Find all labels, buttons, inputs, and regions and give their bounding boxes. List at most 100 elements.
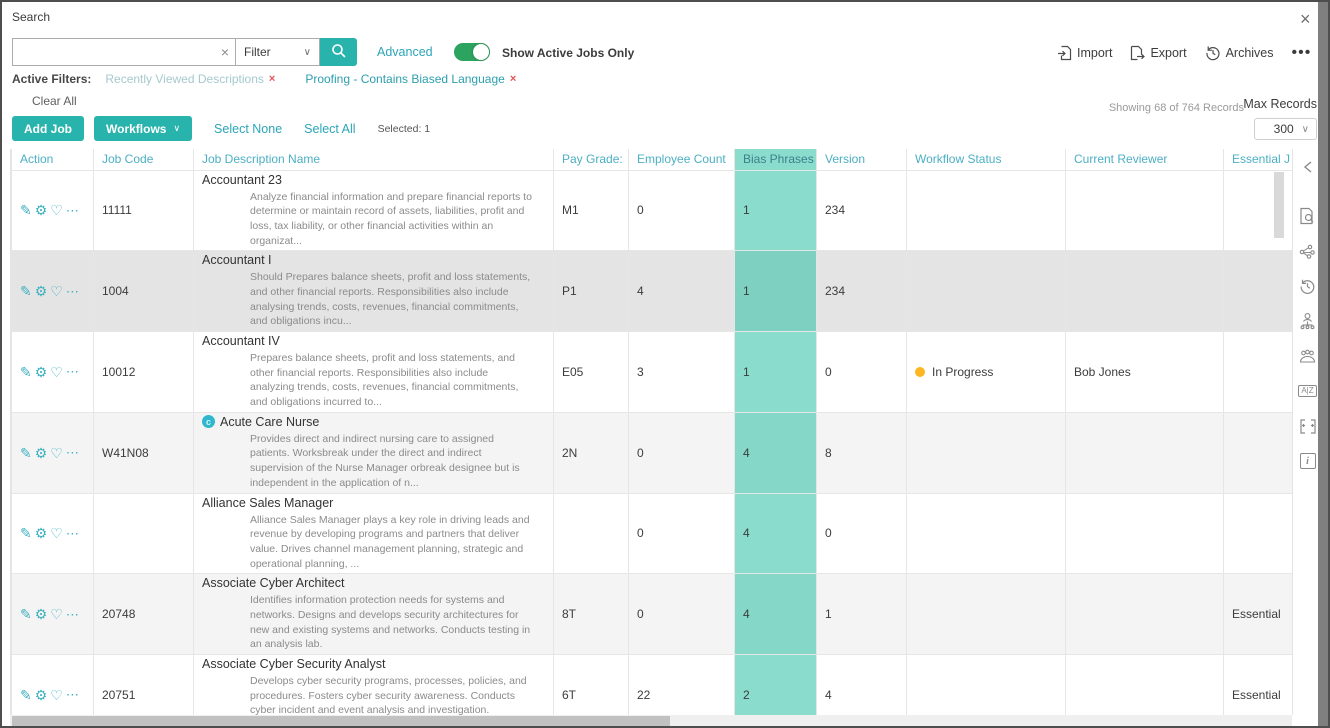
edit-icon[interactable]: ✎: [20, 365, 32, 379]
table-row[interactable]: ✎⚙♡⋯20748Associate Cyber ArchitectIdenti…: [12, 574, 1293, 655]
edit-icon[interactable]: ✎: [20, 607, 32, 621]
column-header-pay-grade[interactable]: Pay Grade:: [554, 149, 629, 170]
job-description-snippet: Develops cyber security programs, proces…: [202, 671, 545, 715]
favorite-heart-icon[interactable]: ♡: [50, 203, 63, 217]
job-description-snippet: Alliance Sales Manager plays a key role …: [202, 510, 545, 574]
edit-icon[interactable]: ✎: [20, 284, 32, 298]
filter-chip-proofing-biased-language[interactable]: Proofing - Contains Biased Language ×: [305, 72, 516, 86]
max-records-dropdown[interactable]: 300 ∨: [1254, 118, 1317, 140]
more-actions-icon[interactable]: ⋯: [66, 446, 79, 459]
job-description-name-cell: Alliance Sales ManagerAlliance Sales Man…: [194, 493, 554, 574]
more-actions-icon[interactable]: ⋯: [66, 688, 79, 701]
current-reviewer-cell: [1066, 412, 1224, 493]
column-header-action[interactable]: Action: [12, 149, 94, 170]
edit-icon[interactable]: ✎: [20, 688, 32, 702]
information-icon[interactable]: i: [1298, 451, 1318, 471]
employee-count-cell: 0: [629, 170, 735, 251]
show-active-jobs-toggle[interactable]: [454, 43, 490, 61]
column-header-job-description-name[interactable]: Job Description Name: [194, 149, 554, 170]
favorite-heart-icon[interactable]: ♡: [50, 688, 63, 702]
edit-icon[interactable]: ✎: [20, 526, 32, 540]
workflows-label: Workflows: [106, 122, 166, 136]
column-header-employee-count[interactable]: Employee Count: [629, 149, 735, 170]
row-action-icons: ✎⚙♡⋯: [20, 607, 85, 621]
table-row[interactable]: ✎⚙♡⋯ Alliance Sales ManagerAlliance Sales…: [12, 493, 1293, 574]
edit-icon[interactable]: ✎: [20, 203, 32, 217]
table-row[interactable]: ✎⚙♡⋯1004Accountant IShould Prepares bala…: [12, 251, 1293, 332]
filter-chip-recently-viewed[interactable]: Recently Viewed Descriptions ×: [105, 72, 275, 86]
archives-button[interactable]: Archives: [1205, 45, 1274, 61]
compare-text-icon[interactable]: A|Z: [1298, 381, 1318, 401]
column-header-bias-phrases[interactable]: Bias Phrases: [735, 149, 817, 170]
employee-count-cell: 22: [629, 655, 735, 716]
remove-filter-icon[interactable]: ×: [269, 73, 275, 85]
column-header-job-code[interactable]: Job Code: [94, 149, 194, 170]
more-actions-icon[interactable]: ⋯: [66, 527, 79, 540]
clear-all-filters-link[interactable]: Clear All: [32, 94, 77, 108]
more-actions-icon[interactable]: ⋯: [66, 204, 79, 217]
settings-gear-icon[interactable]: ⚙: [35, 203, 48, 217]
job-title: Accountant IV: [202, 334, 280, 348]
table-actions-bar: Add Job Workflows ∨ Select None Select A…: [12, 116, 430, 141]
settings-gear-icon[interactable]: ⚙: [35, 526, 48, 540]
horizontal-scrollbar[interactable]: [10, 715, 1292, 728]
search-input[interactable]: [13, 39, 235, 65]
version-cell: 234: [817, 251, 907, 332]
close-icon[interactable]: ×: [1300, 10, 1311, 28]
employees-icon[interactable]: [1298, 346, 1318, 366]
job-title-line: Accountant I: [202, 251, 545, 267]
more-actions-icon[interactable]: ⋯: [66, 608, 79, 621]
workflow-status-text: In Progress: [932, 365, 993, 379]
favorite-heart-icon[interactable]: ♡: [50, 607, 63, 621]
share-network-icon[interactable]: [1298, 241, 1318, 261]
settings-gear-icon[interactable]: ⚙: [35, 607, 48, 621]
column-header-essential-j[interactable]: Essential J: [1224, 149, 1293, 170]
favorite-heart-icon[interactable]: ♡: [50, 526, 63, 540]
table-row[interactable]: ✎⚙♡⋯11111Accountant 23Analyze financial …: [12, 170, 1293, 251]
collapse-panel-icon[interactable]: [1298, 157, 1318, 177]
current-reviewer-cell: [1066, 251, 1224, 332]
select-all-link[interactable]: Select All: [304, 122, 355, 136]
version-cell: 4: [817, 655, 907, 716]
settings-gear-icon[interactable]: ⚙: [35, 365, 48, 379]
favorite-heart-icon[interactable]: ♡: [50, 365, 63, 379]
az-glyph: A|Z: [1298, 385, 1316, 397]
history-icon[interactable]: [1298, 276, 1318, 296]
workflow-status-cell: [907, 493, 1066, 574]
more-actions-icon[interactable]: ⋯: [66, 365, 79, 378]
import-button[interactable]: Import: [1057, 45, 1112, 61]
search-button[interactable]: [320, 38, 357, 66]
chevron-down-icon: ∨: [1302, 124, 1309, 135]
export-button[interactable]: Export: [1130, 45, 1186, 61]
workflow-status-cell: [907, 412, 1066, 493]
edit-icon[interactable]: ✎: [20, 446, 32, 460]
max-records-value: 300: [1274, 122, 1294, 136]
vertical-scrollbar-thumb[interactable]: [1274, 172, 1284, 238]
preview-description-icon[interactable]: [1298, 206, 1318, 226]
advanced-link[interactable]: Advanced: [377, 45, 433, 59]
more-actions-icon[interactable]: ⋯: [66, 285, 79, 298]
settings-gear-icon[interactable]: ⚙: [35, 688, 48, 702]
filter-dropdown[interactable]: Filter ∨: [235, 38, 320, 66]
remove-filter-icon[interactable]: ×: [510, 73, 516, 85]
column-header-version[interactable]: Version: [817, 149, 907, 170]
clear-search-icon[interactable]: ×: [221, 44, 229, 60]
employee-count-cell: 4: [629, 251, 735, 332]
more-options-icon[interactable]: •••: [1292, 44, 1312, 62]
favorite-heart-icon[interactable]: ♡: [50, 284, 63, 298]
org-structure-icon[interactable]: [1298, 311, 1318, 331]
settings-gear-icon[interactable]: ⚙: [35, 446, 48, 460]
compare-descriptions-icon[interactable]: [1298, 416, 1318, 436]
table-row[interactable]: ✎⚙♡⋯20751Associate Cyber Security Analys…: [12, 655, 1293, 716]
table-row[interactable]: ✎⚙♡⋯10012Accountant IVPrepares balance s…: [12, 332, 1293, 413]
table-row[interactable]: ✎⚙♡⋯W41N08cAcute Care NurseProvides dire…: [12, 412, 1293, 493]
horizontal-scrollbar-thumb[interactable]: [12, 716, 670, 727]
settings-gear-icon[interactable]: ⚙: [35, 284, 48, 298]
workflows-button[interactable]: Workflows ∨: [94, 116, 192, 141]
add-job-button[interactable]: Add Job: [12, 116, 84, 141]
column-header-workflow-status[interactable]: Workflow Status: [907, 149, 1066, 170]
select-none-link[interactable]: Select None: [214, 122, 282, 136]
essential-job-cell: [1224, 412, 1293, 493]
favorite-heart-icon[interactable]: ♡: [50, 446, 63, 460]
column-header-current-reviewer[interactable]: Current Reviewer: [1066, 149, 1224, 170]
